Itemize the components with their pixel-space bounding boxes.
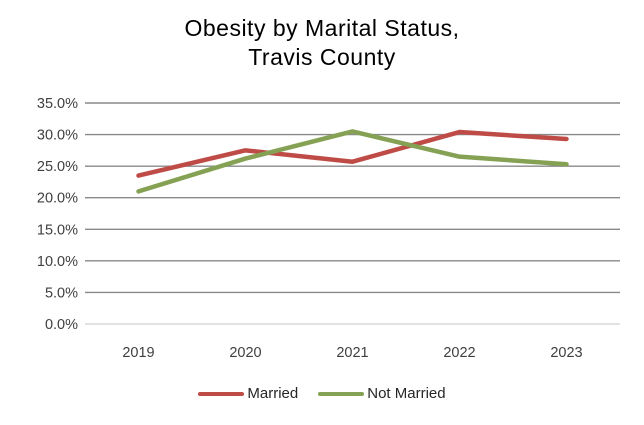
y-tick-label: 20.0% — [37, 191, 78, 207]
y-tick-label: 10.0% — [37, 254, 78, 270]
x-tick-label: 2020 — [229, 345, 261, 361]
legend-label: Married — [247, 385, 299, 402]
legend-item-not-married: Not Married — [318, 385, 446, 402]
y-tick-label: 0.0% — [45, 317, 78, 333]
x-tick-label: 2019 — [122, 345, 154, 361]
x-tick-label: 2022 — [443, 345, 475, 361]
legend-line-swatch — [198, 391, 245, 396]
x-tick-label: 2023 — [550, 345, 582, 361]
chart-title-line1: Obesity by Marital Status, — [184, 15, 460, 41]
series-line-not-married — [136, 129, 569, 194]
chart-title: Obesity by Marital Status, Travis County — [0, 14, 644, 73]
legend-line-swatch — [318, 391, 365, 396]
y-tick-label: 30.0% — [37, 128, 78, 144]
chart-title-line2: Travis County — [248, 44, 396, 71]
y-tick-label: 5.0% — [45, 285, 78, 301]
legend-item-married: Married — [198, 385, 298, 402]
y-tick-label: 15.0% — [37, 222, 78, 238]
series-line-married — [136, 129, 569, 178]
legend: Married Not Married — [0, 385, 644, 402]
y-tick-label: 35.0% — [37, 96, 78, 112]
legend-label: Not Married — [367, 385, 446, 402]
y-tick-label: 25.0% — [37, 159, 78, 175]
x-tick-label: 2021 — [336, 345, 368, 361]
